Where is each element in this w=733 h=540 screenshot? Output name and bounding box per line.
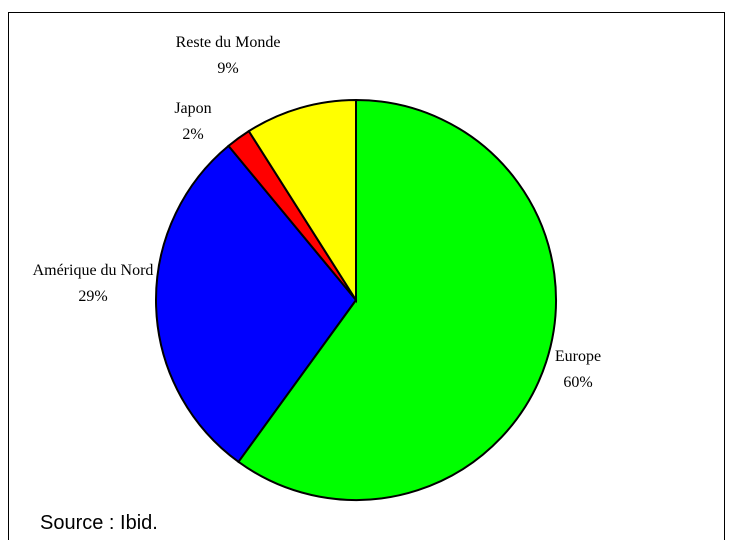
slice-name: Europe xyxy=(554,348,602,365)
slice-name: Reste du Monde xyxy=(175,34,281,51)
slice-label: Reste du Monde 9% xyxy=(148,30,308,82)
slice-label: Europe 60% xyxy=(518,344,638,396)
slice-value: 29% xyxy=(78,288,108,305)
source-note: Source : Ibid. xyxy=(40,512,158,534)
slice-label: Amérique du Nord 29% xyxy=(28,258,158,310)
slice-name: Amérique du Nord xyxy=(32,262,154,279)
frame xyxy=(8,12,725,540)
slice-value: 9% xyxy=(217,60,239,77)
pie-slice xyxy=(155,144,358,464)
slice-label: Japon 2% xyxy=(153,96,233,148)
pie-slice xyxy=(247,98,357,304)
slice-value: 60% xyxy=(563,374,593,391)
slice-value: 2% xyxy=(182,126,204,143)
slice-name: Japon xyxy=(174,100,212,117)
pie-slice xyxy=(237,98,557,501)
